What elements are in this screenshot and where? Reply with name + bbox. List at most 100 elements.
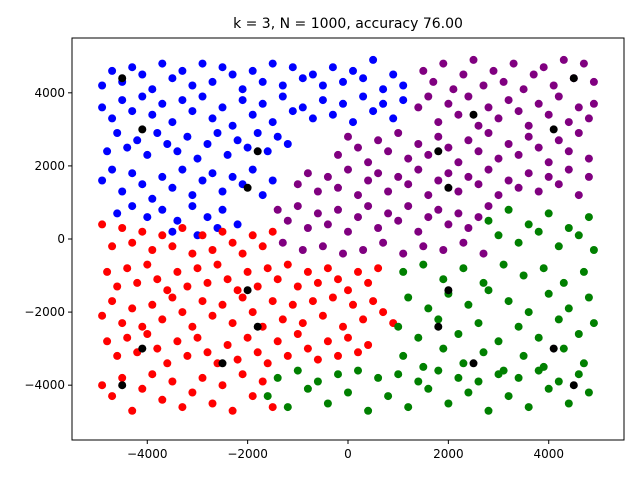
data-point xyxy=(474,213,483,222)
data-point xyxy=(444,143,453,152)
data-point xyxy=(514,183,523,192)
data-point xyxy=(323,399,332,408)
data-point xyxy=(138,322,147,331)
data-point xyxy=(414,140,423,148)
data-point xyxy=(514,373,523,382)
data-point xyxy=(213,129,222,137)
data-point xyxy=(339,249,347,258)
data-point xyxy=(298,74,307,83)
data-point xyxy=(344,286,352,295)
data-point xyxy=(158,59,167,68)
data-point xyxy=(268,118,277,127)
data-point xyxy=(158,172,167,181)
data-point xyxy=(524,403,533,412)
data-point xyxy=(434,322,443,331)
data-point xyxy=(228,238,237,247)
data-point xyxy=(198,373,207,382)
data-point xyxy=(414,377,423,386)
data-point xyxy=(404,154,413,163)
data-point xyxy=(268,403,277,412)
data-point xyxy=(108,242,117,251)
data-point xyxy=(323,172,332,181)
data-point xyxy=(113,129,122,137)
data-point xyxy=(128,63,137,72)
data-point xyxy=(98,381,107,390)
data-point xyxy=(529,70,538,79)
data-point xyxy=(188,81,197,90)
data-point xyxy=(534,366,543,375)
data-point xyxy=(248,308,257,317)
data-point xyxy=(153,129,162,137)
data-point xyxy=(419,260,428,269)
data-point xyxy=(339,77,347,86)
data-point xyxy=(424,150,433,159)
data-point xyxy=(148,194,157,203)
data-point xyxy=(414,227,423,236)
data-point xyxy=(183,132,192,141)
data-point xyxy=(243,267,252,276)
data-point xyxy=(584,293,593,302)
data-point xyxy=(374,264,383,273)
data-point xyxy=(404,180,413,189)
data-point xyxy=(98,311,107,320)
data-point xyxy=(539,264,548,273)
data-point xyxy=(278,92,287,101)
data-point xyxy=(253,129,262,137)
data-point xyxy=(564,224,573,232)
data-point xyxy=(218,103,227,112)
data-point xyxy=(434,205,443,214)
data-point xyxy=(404,202,413,211)
data-point xyxy=(148,370,157,379)
data-point xyxy=(509,59,518,68)
data-point xyxy=(183,282,192,291)
data-point xyxy=(258,99,267,108)
data-point xyxy=(514,322,523,331)
data-point xyxy=(354,267,362,276)
data-point xyxy=(313,355,322,364)
data-point xyxy=(318,96,327,105)
data-point xyxy=(384,392,393,401)
x-tick-label: 0 xyxy=(344,447,352,461)
data-point xyxy=(268,297,277,306)
chart-title: k = 3, N = 1000, accuracy 76.00 xyxy=(233,16,463,32)
data-point xyxy=(339,99,347,108)
data-point xyxy=(123,333,132,342)
data-point xyxy=(113,351,122,360)
data-point xyxy=(364,176,373,185)
data-point xyxy=(524,220,533,229)
data-point xyxy=(374,373,383,382)
data-point xyxy=(218,300,227,309)
data-point xyxy=(173,267,182,276)
data-point xyxy=(349,118,357,127)
data-point xyxy=(434,176,443,185)
data-point xyxy=(444,169,453,178)
data-point xyxy=(359,92,368,101)
data-point xyxy=(364,341,373,349)
data-point xyxy=(459,238,468,247)
data-point xyxy=(454,110,463,119)
data-point xyxy=(118,319,127,328)
data-point xyxy=(303,267,312,276)
data-point xyxy=(574,231,583,240)
data-point xyxy=(198,231,207,240)
data-point xyxy=(163,359,172,368)
data-point xyxy=(504,176,513,185)
data-point xyxy=(248,110,257,119)
data-point xyxy=(464,172,473,181)
data-point xyxy=(253,348,262,357)
data-point xyxy=(364,278,373,287)
data-point xyxy=(308,297,317,306)
data-point xyxy=(323,337,332,346)
data-point xyxy=(168,183,177,192)
data-point xyxy=(263,359,272,368)
data-point xyxy=(494,370,503,379)
data-point xyxy=(233,355,242,364)
data-point xyxy=(208,246,217,254)
data-point xyxy=(574,129,583,137)
data-point xyxy=(158,231,167,240)
data-point xyxy=(248,165,257,174)
data-point xyxy=(544,209,553,218)
data-point xyxy=(414,333,423,342)
